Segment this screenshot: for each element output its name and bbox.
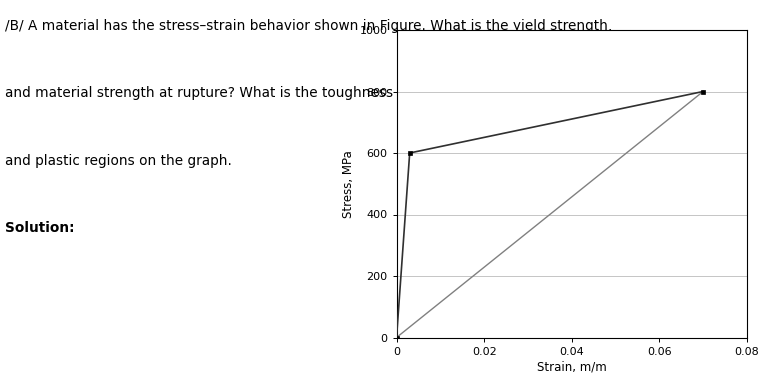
- Text: /B/ A material has the stress–strain behavior shown in Figure. What is the yield: /B/ A material has the stress–strain beh…: [5, 19, 612, 33]
- Text: Solution:: Solution:: [5, 221, 74, 235]
- Text: and plastic regions on the graph.: and plastic regions on the graph.: [5, 154, 232, 168]
- Text: and material strength at rupture? What is the toughness of this material? Show t: and material strength at rupture? What i…: [5, 86, 626, 100]
- Y-axis label: Stress, MPa: Stress, MPa: [343, 150, 356, 217]
- X-axis label: Strain, m/m: Strain, m/m: [537, 361, 607, 374]
